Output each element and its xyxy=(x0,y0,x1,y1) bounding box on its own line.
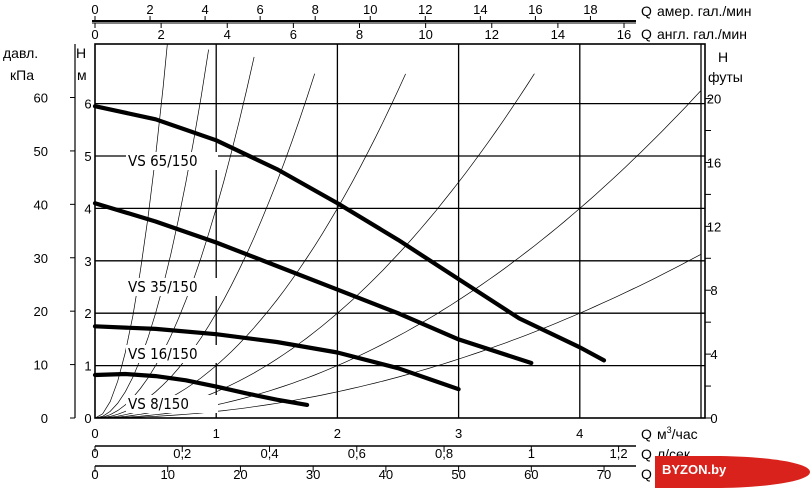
tick-label-ls: 0,2 xyxy=(173,446,191,461)
tick-label-kpa: 60 xyxy=(34,91,48,106)
tick-label-imp-gpm: 16 xyxy=(617,27,631,42)
watermark-badge: BYZON.by xyxy=(655,456,810,488)
watermark-text: BYZON.by xyxy=(662,462,727,477)
tick-label-imp-gpm: 14 xyxy=(551,27,565,42)
tick-label-kpa: 20 xyxy=(34,304,48,319)
top2-unit-label: англ. гал./мин xyxy=(657,26,747,42)
tick-label-us-gpm: 2 xyxy=(146,2,153,17)
curve-label-background xyxy=(126,345,218,363)
tick-label-imp-gpm: 10 xyxy=(418,27,432,42)
tick-label-m3h: 3 xyxy=(455,426,462,441)
tick-label-lmin: 60 xyxy=(524,467,538,482)
tick-label-us-gpm: 14 xyxy=(473,2,487,17)
tick-label-imp-gpm: 12 xyxy=(485,27,499,42)
plot-frame xyxy=(94,43,706,419)
right-ft-unit: футы xyxy=(708,69,743,85)
bottom2-q-label: Q xyxy=(641,446,652,462)
tick-label-ft: 12 xyxy=(707,219,721,234)
tick-label-lmin: 0 xyxy=(91,467,98,482)
left-kpa-label-line1: давл. xyxy=(3,45,38,61)
tick-label-ls: 0,6 xyxy=(348,446,366,461)
tick-label-imp-gpm: 4 xyxy=(224,27,231,42)
tick-label-imp-gpm: 2 xyxy=(158,27,165,42)
tick-label-us-gpm: 0 xyxy=(91,2,98,17)
axis-ticks: 0 1 2 3 40 0,2 0,4 0,6 0,8 1 1,20 10 20 30 40 50 60 700 2 4… xyxy=(34,2,722,482)
pump-curve-line xyxy=(92,324,461,392)
tick-label-ft: 4 xyxy=(710,347,717,362)
tick-label-lmin: 20 xyxy=(233,467,247,482)
curve-label: VS 35/150 xyxy=(128,278,198,296)
curve-label: VS 16/150 xyxy=(128,345,198,363)
tick-label-kpa: 0 xyxy=(41,411,48,426)
tick-label-m: 6 xyxy=(84,97,91,112)
tick-label-imp-gpm: 8 xyxy=(356,27,363,42)
pump-curve-line xyxy=(92,104,607,363)
right-h-letter: H xyxy=(718,49,728,65)
tick-label-lmin: 30 xyxy=(306,467,320,482)
curve-label: VS 8/150 xyxy=(128,395,189,413)
bottom3-q-label: Q xyxy=(641,466,652,482)
curve-label-background xyxy=(126,152,218,170)
tick-label-m: 1 xyxy=(84,359,91,374)
pump-curve-line xyxy=(92,371,310,407)
tick-label-lmin: 50 xyxy=(451,467,465,482)
grid-lines xyxy=(95,44,705,418)
tick-label-lmin: 70 xyxy=(597,467,611,482)
tick-label-ft: 0 xyxy=(710,411,717,426)
system-curve xyxy=(95,253,702,418)
tick-label-us-gpm: 18 xyxy=(583,2,597,17)
tick-label-us-gpm: 16 xyxy=(528,2,542,17)
curve-label-background xyxy=(126,395,218,413)
tick-label-m3h: 2 xyxy=(334,426,341,441)
tick-label-us-gpm: 10 xyxy=(363,2,377,17)
tick-label-ft: 20 xyxy=(707,92,721,107)
left-h-letter: H xyxy=(76,45,86,61)
tick-label-us-gpm: 12 xyxy=(418,2,432,17)
tick-label-m3h: 1 xyxy=(213,426,220,441)
curve-label: VS 65/150 xyxy=(128,152,198,170)
left-m-unit: м xyxy=(77,67,87,83)
tick-label-ls: 0 xyxy=(91,446,98,461)
tick-label-m: 4 xyxy=(84,201,91,216)
tick-label-imp-gpm: 6 xyxy=(290,27,297,42)
tick-label-m3h: 4 xyxy=(576,426,583,441)
top2-q-label: Q xyxy=(641,26,652,42)
tick-label-ft: 8 xyxy=(710,283,717,298)
system-curve xyxy=(95,44,168,418)
tick-label-imp-gpm: 0 xyxy=(91,27,98,42)
bottom-q-label: Q xyxy=(641,426,652,442)
top1-unit-label: амер. гал./мин xyxy=(657,3,751,19)
tick-label-m: 0 xyxy=(84,411,91,426)
tick-label-us-gpm: 4 xyxy=(201,2,208,17)
tick-label-kpa: 30 xyxy=(34,251,48,266)
tick-label-ls: 0,4 xyxy=(260,446,278,461)
left-kpa-label-line2: кПа xyxy=(10,67,34,83)
tick-label-ls: 0,8 xyxy=(435,446,453,461)
tick-label-ft: 16 xyxy=(707,155,721,170)
tick-label-ls: 1,2 xyxy=(610,446,628,461)
pump-curve-line xyxy=(92,201,534,366)
tick-label-kpa: 40 xyxy=(34,197,48,212)
tick-label-kpa: 10 xyxy=(34,358,48,373)
tick-label-m3h: 0 xyxy=(91,426,98,441)
top1-q-label: Q xyxy=(641,3,652,19)
tick-label-ls: 1 xyxy=(528,446,535,461)
bottom-unit-label: м3/час xyxy=(657,425,698,442)
tick-label-lmin: 10 xyxy=(160,467,174,482)
tick-label-m: 3 xyxy=(84,254,91,269)
tick-label-kpa: 50 xyxy=(34,144,48,159)
system-curve xyxy=(95,56,255,418)
curve-label-background xyxy=(126,278,218,296)
tick-label-lmin: 40 xyxy=(379,467,393,482)
tick-label-us-gpm: 6 xyxy=(257,2,264,17)
tick-label-m: 2 xyxy=(84,306,91,321)
pump-curves: VS 65/150 VS 35/150 VS 16/150 VS 8/150 xyxy=(92,104,607,413)
tick-label-m: 5 xyxy=(84,149,91,164)
tick-label-us-gpm: 8 xyxy=(312,2,319,17)
